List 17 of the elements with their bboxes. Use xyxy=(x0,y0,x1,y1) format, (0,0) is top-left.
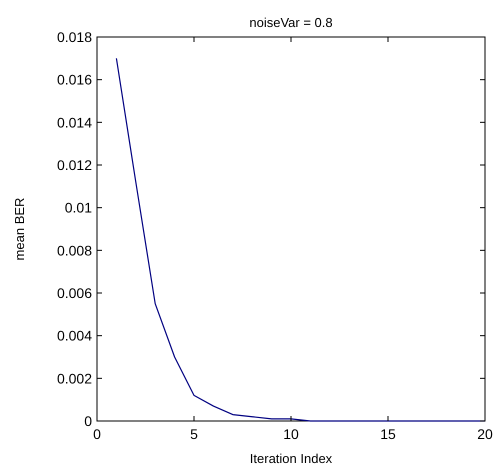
y-tick-label: 0.008 xyxy=(56,242,92,258)
x-tick-label: 5 xyxy=(190,426,198,442)
x-tick-label: 15 xyxy=(380,426,396,442)
y-tick-label: 0.002 xyxy=(56,370,92,386)
y-axis-title: mean BER xyxy=(12,198,27,260)
y-tick-label: 0.016 xyxy=(56,72,92,88)
x-axis-title: Iteration Index xyxy=(250,451,333,466)
y-tick-label: 0.006 xyxy=(56,285,92,301)
y-tick-label: 0.012 xyxy=(56,157,92,173)
y-tick-label: 0.014 xyxy=(56,114,92,130)
chart-title: noiseVar = 0.8 xyxy=(249,15,333,30)
x-tick-label: 20 xyxy=(477,426,493,442)
y-tick-label: 0.018 xyxy=(56,29,92,45)
y-tick-label: 0.004 xyxy=(56,328,92,344)
y-tick-label: 0 xyxy=(84,413,92,429)
y-tick-label: 0.01 xyxy=(64,200,92,216)
x-tick-label: 10 xyxy=(283,426,299,442)
